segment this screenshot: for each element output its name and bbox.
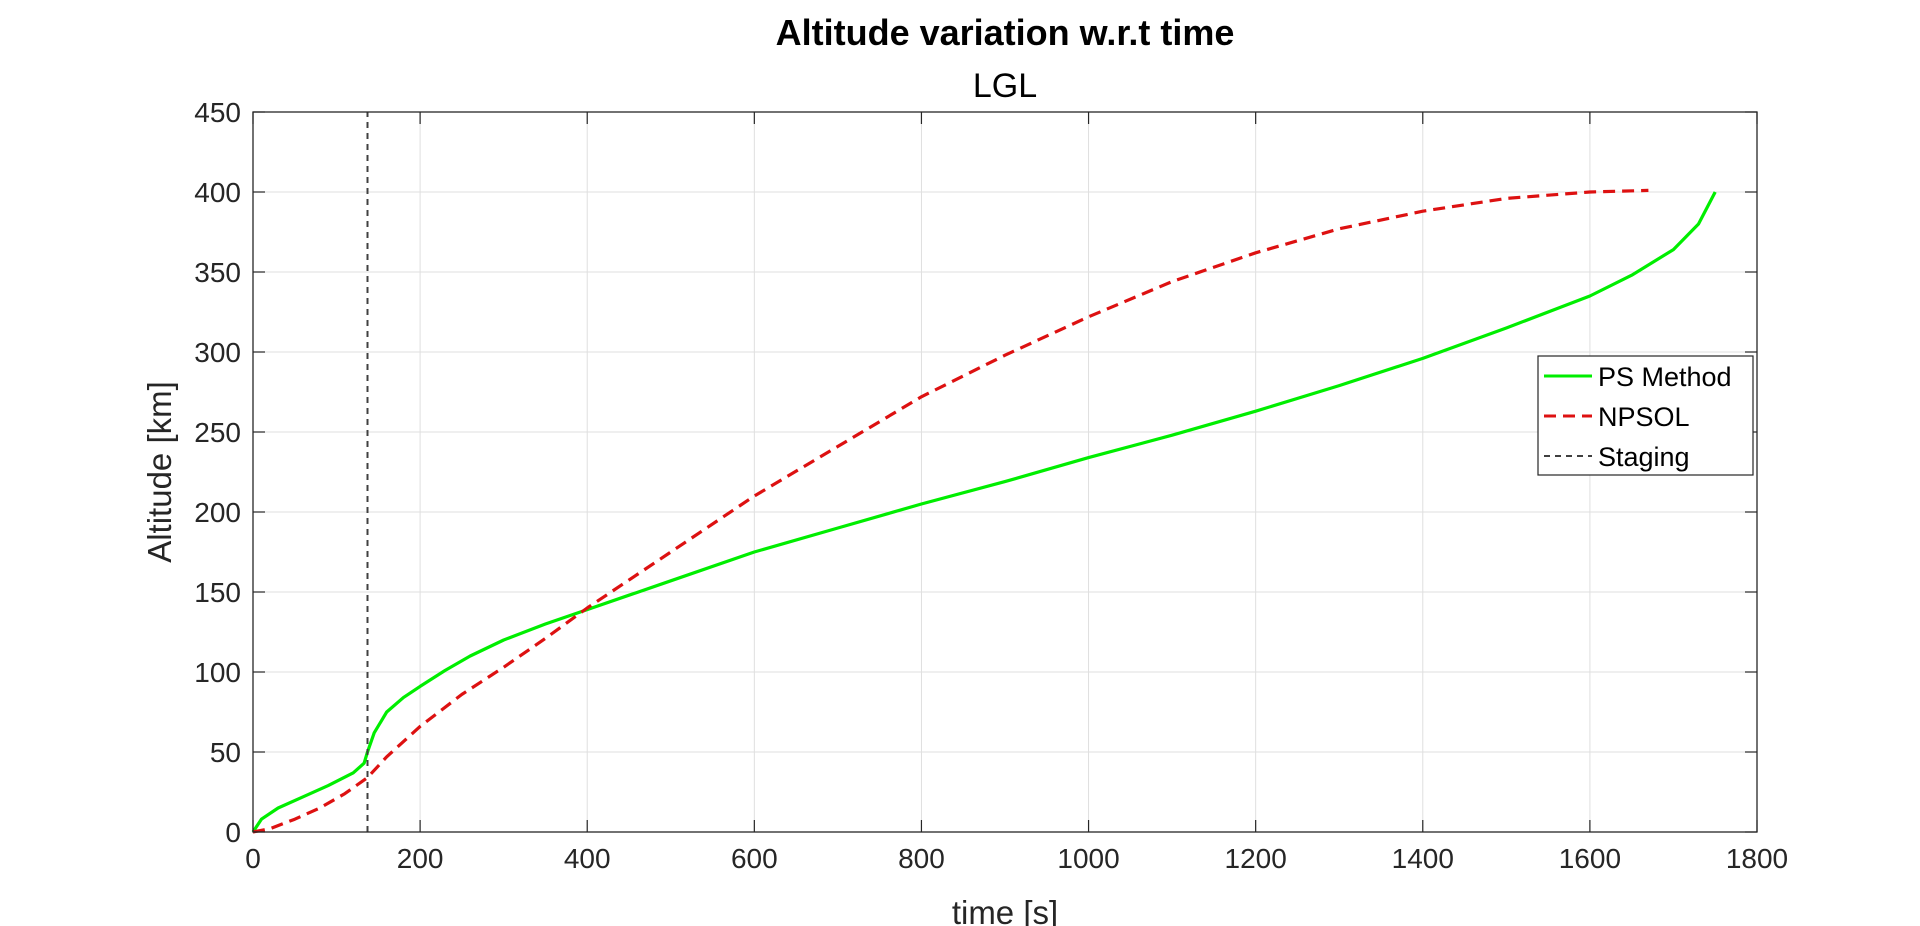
y-tick-label: 200	[194, 497, 241, 528]
y-tick-label: 250	[194, 417, 241, 448]
series-layer	[251, 112, 1717, 834]
series-npsol	[252, 188, 1649, 834]
y-tick-label: 100	[194, 657, 241, 688]
y-tick-label: 50	[210, 737, 241, 768]
tick-layer: 0 200 400 600 800 1000 1200 1400 1600 1800 0 50 100 1…	[194, 97, 1788, 874]
x-tick-label: 800	[898, 843, 945, 874]
y-tick-label: 0	[225, 817, 241, 848]
chart-title: Altitude variation w.r.t time	[776, 12, 1235, 53]
x-tick-label: 1400	[1392, 843, 1454, 874]
series-ps-method	[251, 191, 1717, 833]
x-axis-label: time [s]	[952, 894, 1058, 926]
x-tick-label: 400	[564, 843, 611, 874]
x-tick-label: 0	[245, 843, 261, 874]
y-tick-label: 400	[194, 177, 241, 208]
plot-area-frame	[252, 111, 1758, 833]
legend-label-ps-method: PS Method	[1598, 362, 1732, 392]
x-tick-label: 200	[397, 843, 444, 874]
x-tick-label: 600	[731, 843, 778, 874]
x-tick-label: 1600	[1559, 843, 1621, 874]
x-tick-label: 1000	[1057, 843, 1119, 874]
grid-layer	[252, 111, 1758, 833]
legend-label-npsol: NPSOL	[1598, 402, 1690, 432]
legend: PS Method NPSOL Staging	[1537, 355, 1754, 476]
chart-subtitle: LGL	[973, 67, 1037, 105]
y-tick-label: 450	[194, 97, 241, 128]
y-tick-label: 350	[194, 257, 241, 288]
y-tick-label: 300	[194, 337, 241, 368]
legend-label-staging: Staging	[1598, 442, 1690, 472]
x-tick-label: 1200	[1225, 843, 1287, 874]
y-tick-label: 150	[194, 577, 241, 608]
y-axis-label: Altitude [km]	[141, 381, 178, 563]
x-tick-label: 1800	[1726, 843, 1788, 874]
